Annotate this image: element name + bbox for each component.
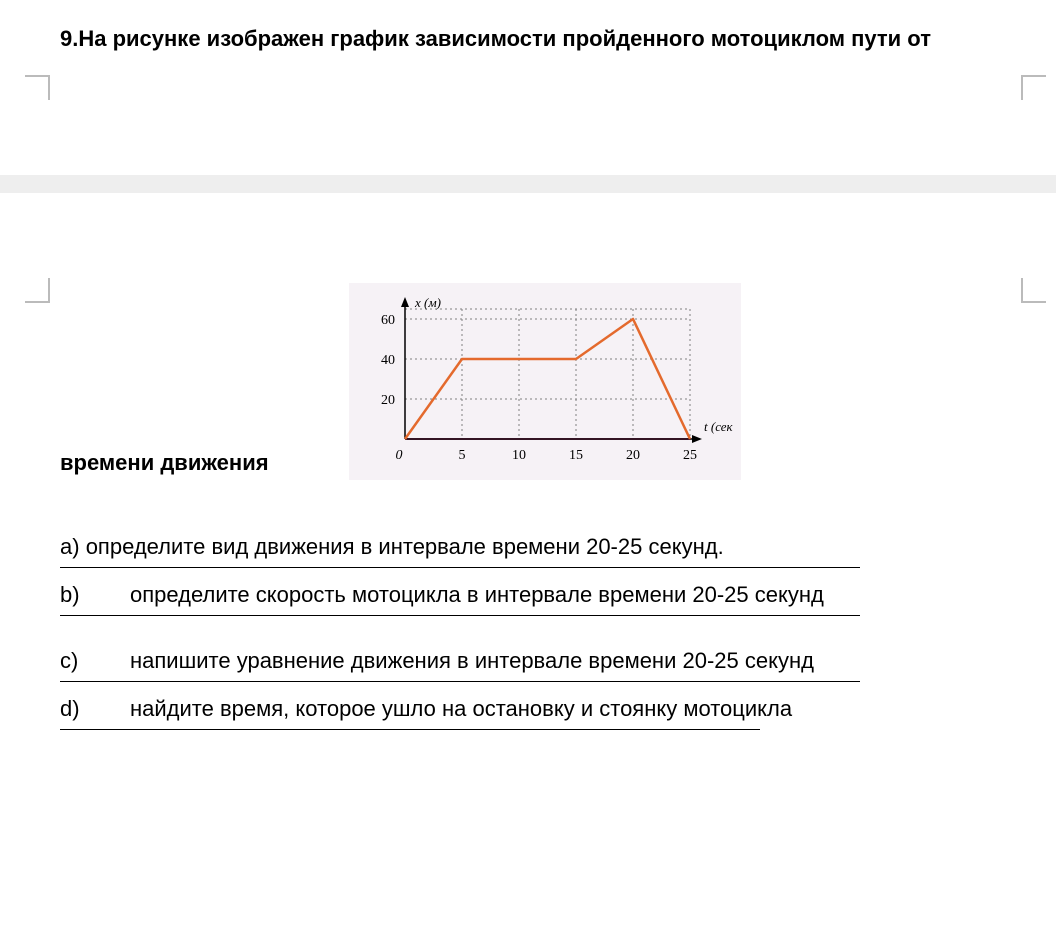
distance-time-graph: 20 40 60 5 10 15 20 25 0 x (м) t (сек ) xyxy=(349,283,741,480)
time-caption: времени движения xyxy=(60,450,269,480)
subquestion-c: c)напишите уравнение движения в интервал… xyxy=(60,644,996,677)
subquestion-b-text: определите скорость мотоцикла в интервал… xyxy=(130,582,824,607)
corner-mark-mid-left xyxy=(25,278,50,303)
subquestion-c-text: напишите уравнение движения в интервале … xyxy=(130,648,814,673)
subquestion-b: b)определите скорость мотоцикла в интерв… xyxy=(60,578,996,611)
svg-text:x (м): x (м) xyxy=(414,295,441,310)
svg-text:5: 5 xyxy=(458,448,465,463)
svg-text:25: 25 xyxy=(683,448,697,463)
subquestion-d-label: d) xyxy=(60,692,130,725)
svg-text:40: 40 xyxy=(381,353,395,368)
corner-mark-top-right xyxy=(1021,75,1046,100)
answer-line-b xyxy=(60,615,860,616)
subquestions: a) определите вид движения в интервале в… xyxy=(60,530,996,730)
svg-text:20: 20 xyxy=(626,448,640,463)
answer-line-c xyxy=(60,681,860,682)
top-section: 9.На рисунке изображен график зависимост… xyxy=(0,0,1056,55)
corner-mark-mid-right xyxy=(1021,278,1046,303)
subquestion-a-label: a) xyxy=(60,534,80,559)
spacer xyxy=(60,626,996,644)
svg-text:15: 15 xyxy=(569,448,583,463)
svg-text:60: 60 xyxy=(381,313,395,328)
graph-row: времени движения 20 40 60 5 10 15 20 25 0 x (м) t … xyxy=(60,283,996,480)
chart-svg: 20 40 60 5 10 15 20 25 0 x (м) t (сек ) xyxy=(355,289,735,469)
main-content: времени движения 20 40 60 5 10 15 20 25 0 x (м) t … xyxy=(0,193,1056,780)
subquestion-c-label: c) xyxy=(60,644,130,677)
subquestion-d-text: найдите время, которое ушло на остановку… xyxy=(130,696,792,721)
answer-line-a xyxy=(60,567,860,568)
subquestion-b-label: b) xyxy=(60,578,130,611)
page-corner-marks-upper xyxy=(0,55,1056,175)
svg-text:t (сек ): t (сек ) xyxy=(704,419,735,434)
page-divider-band xyxy=(0,175,1056,193)
svg-text:10: 10 xyxy=(512,448,526,463)
svg-text:20: 20 xyxy=(381,393,395,408)
question-title: 9.На рисунке изображен график зависимост… xyxy=(60,24,996,55)
subquestion-a-text: определите вид движения в интервале врем… xyxy=(86,534,724,559)
corner-mark-top-left xyxy=(25,75,50,100)
answer-line-d xyxy=(60,729,760,730)
svg-text:0: 0 xyxy=(395,448,402,463)
subquestion-d: d)найдите время, которое ушло на останов… xyxy=(60,692,996,725)
subquestion-a: a) определите вид движения в интервале в… xyxy=(60,530,996,563)
